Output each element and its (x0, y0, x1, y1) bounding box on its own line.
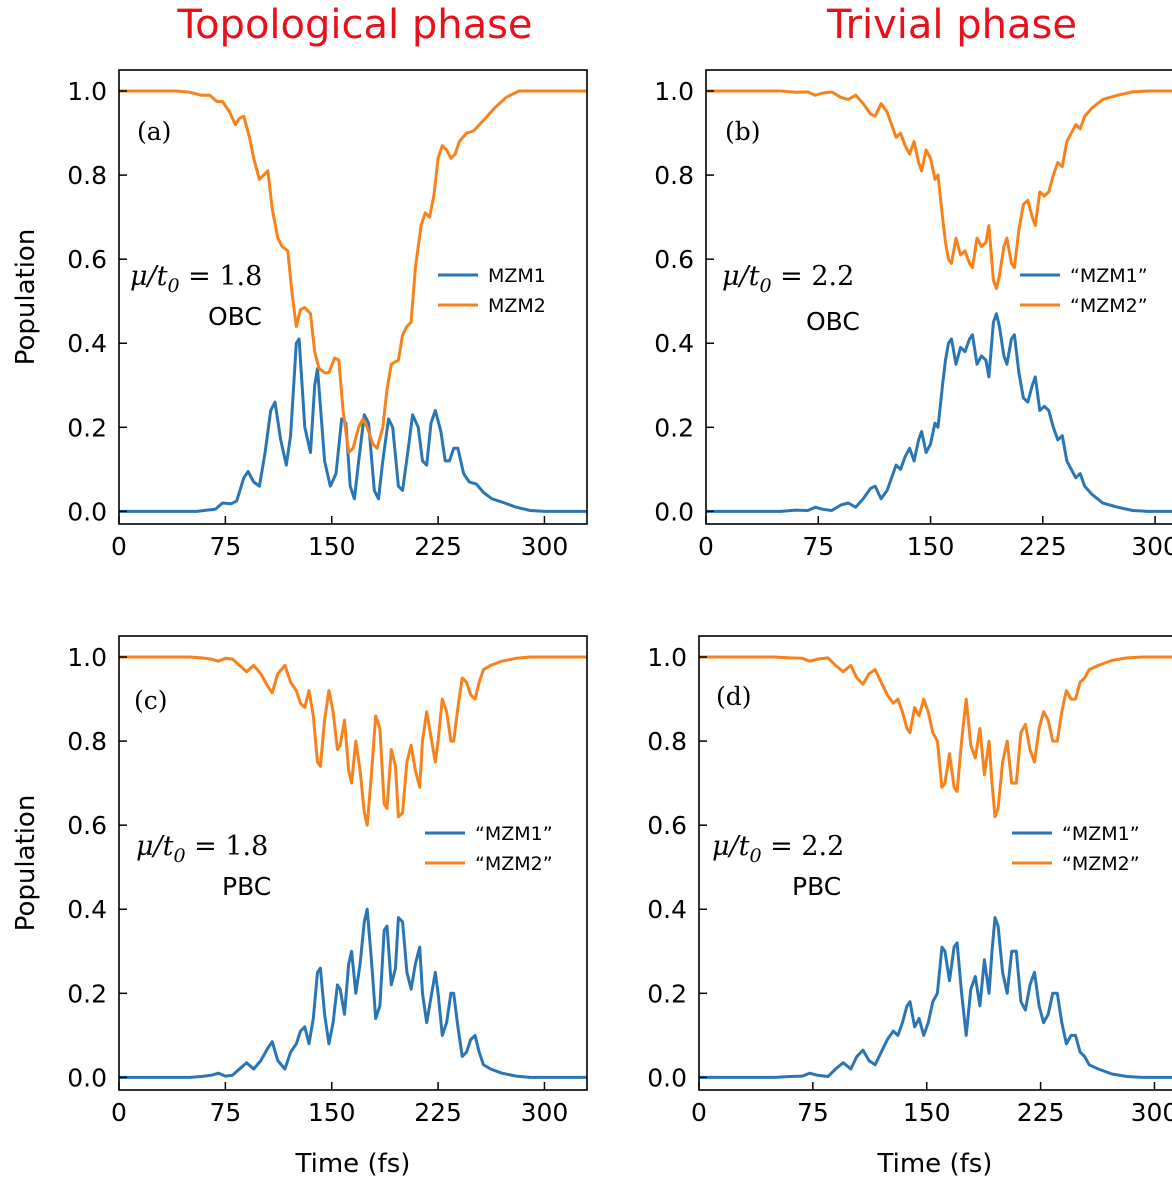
y-tick-label: 0.6 (647, 811, 687, 840)
x-tick-label: 150 (308, 1098, 356, 1127)
panel-label: (b) (725, 117, 761, 146)
parameter-value: = 1.8 (186, 831, 269, 862)
y-tick-label: 1.0 (654, 77, 694, 106)
x-tick-label: 300 (521, 532, 569, 561)
panel-c: 0 75 150 225 300 0.0 0.2 0.4 0.6 0.8 1.0 Population… (11, 635, 588, 1179)
y-tick-label: 0.8 (67, 161, 107, 190)
parameter-subscript: 0 (760, 275, 772, 297)
boundary-condition-label: OBC (208, 302, 262, 331)
series-line-mzm2 (119, 89, 587, 454)
legend-entry-mzm1: “MZM1” (1070, 265, 1148, 287)
y-tick-label: 0.8 (67, 727, 107, 756)
x-tick-label: 0 (111, 532, 127, 561)
legend-entry-mzm2: “MZM2” (1070, 295, 1148, 317)
boundary-condition-label: OBC (806, 307, 860, 336)
parameter-lhs: μ/t (136, 831, 174, 862)
boundary-condition-label: PBC (792, 872, 841, 901)
x-tick-label: 225 (414, 532, 462, 561)
parameter-lhs: μ/t (712, 831, 750, 862)
x-tick-label: 75 (209, 532, 241, 561)
y-axis-label: Population (11, 229, 41, 366)
boundary-condition-label: PBC (222, 872, 271, 901)
panel-label: (d) (716, 682, 752, 711)
y-tick-label: 0.2 (67, 413, 107, 442)
x-tick-label: 75 (209, 1098, 241, 1127)
y-tick-label: 0.6 (654, 245, 694, 274)
panel-a: 0 75 150 225 300 0.0 0.2 0.4 0.6 0.8 1.0 Population… (11, 69, 588, 561)
y-tick-label: 0.8 (654, 161, 694, 190)
legend-entry-mzm1: “MZM1” (1062, 823, 1140, 845)
series-line-mzm2 (119, 655, 587, 827)
x-tick-label: 300 (1131, 532, 1172, 561)
x-tick-label: 0 (698, 532, 714, 561)
column-title-topological: Topological phase (176, 2, 532, 48)
axes-frame (698, 635, 1172, 1091)
legend-entry-mzm2: MZM2 (488, 295, 546, 317)
y-tick-label: 0.0 (67, 1063, 107, 1092)
parameter-value: = 2.2 (762, 831, 845, 862)
parameter-value: = 2.2 (772, 261, 855, 292)
parameter-lhs: μ/t (130, 261, 168, 292)
parameter-annotation: μ/t0 = 2.2 (722, 261, 854, 297)
series-line-mzm1 (119, 337, 587, 513)
y-tick-label: 0.2 (654, 413, 694, 442)
y-tick-label: 0.8 (647, 727, 687, 756)
x-axis-label: Time (fs) (877, 1149, 993, 1179)
y-tick-label: 0.0 (654, 497, 694, 526)
y-tick-label: 1.0 (67, 643, 107, 672)
panel-label: (c) (134, 686, 168, 715)
parameter-annotation: μ/t0 = 2.2 (712, 831, 844, 867)
x-tick-label: 150 (907, 532, 955, 561)
axes-frame (705, 69, 1172, 525)
parameter-subscript: 0 (750, 845, 762, 867)
parameter-subscript: 0 (174, 845, 186, 867)
x-tick-label: 0 (111, 1098, 127, 1127)
x-tick-label: 300 (521, 1098, 569, 1127)
x-tick-label: 300 (1131, 1098, 1172, 1127)
series-line-mzm1 (119, 907, 587, 1079)
y-tick-label: 0.0 (647, 1063, 687, 1092)
parameter-annotation: μ/t0 = 1.8 (130, 261, 262, 297)
axes-frame (118, 69, 588, 525)
y-tick-label: 1.0 (647, 643, 687, 672)
x-tick-label: 75 (797, 1098, 829, 1127)
y-tick-label: 0.4 (647, 895, 687, 924)
parameter-value: = 1.8 (180, 261, 263, 292)
series-line-mzm1 (706, 312, 1172, 513)
legend-entry-mzm1: “MZM1” (475, 823, 553, 845)
legend-entry-mzm2: “MZM2” (475, 853, 553, 875)
column-title-trivial: Trivial phase (826, 2, 1077, 48)
legend-entry-mzm1: MZM1 (488, 265, 546, 287)
series-line-mzm2 (706, 89, 1172, 291)
x-tick-label: 150 (308, 532, 356, 561)
parameter-annotation: μ/t0 = 1.8 (136, 831, 268, 867)
axes-frame (118, 635, 588, 1091)
x-tick-label: 150 (903, 1098, 951, 1127)
parameter-lhs: μ/t (722, 261, 760, 292)
legend-entry-mzm2: “MZM2” (1062, 853, 1140, 875)
x-tick-label: 225 (1017, 1098, 1065, 1127)
series-line-mzm1 (699, 916, 1172, 1079)
y-axis-label: Population (11, 795, 41, 932)
x-tick-label: 225 (1019, 532, 1067, 561)
y-tick-label: 0.6 (67, 245, 107, 274)
x-tick-label: 75 (802, 532, 834, 561)
y-tick-label: 0.4 (67, 329, 107, 358)
y-tick-label: 0.2 (647, 979, 687, 1008)
x-tick-label: 225 (414, 1098, 462, 1127)
x-tick-label: 0 (691, 1098, 707, 1127)
y-tick-label: 0.0 (67, 497, 107, 526)
parameter-subscript: 0 (168, 275, 180, 297)
y-tick-label: 0.6 (67, 811, 107, 840)
y-tick-label: 0.4 (67, 895, 107, 924)
panel-d: 0 75 150 225 300 0.0 0.2 0.4 0.6 0.8 1.0 Time (fs) (… (647, 635, 1172, 1179)
y-tick-label: 0.4 (654, 329, 694, 358)
series-line-mzm2 (699, 655, 1172, 819)
panel-label: (a) (137, 117, 171, 146)
y-tick-label: 0.2 (67, 979, 107, 1008)
x-axis-label: Time (fs) (295, 1149, 411, 1179)
y-tick-label: 1.0 (67, 77, 107, 106)
